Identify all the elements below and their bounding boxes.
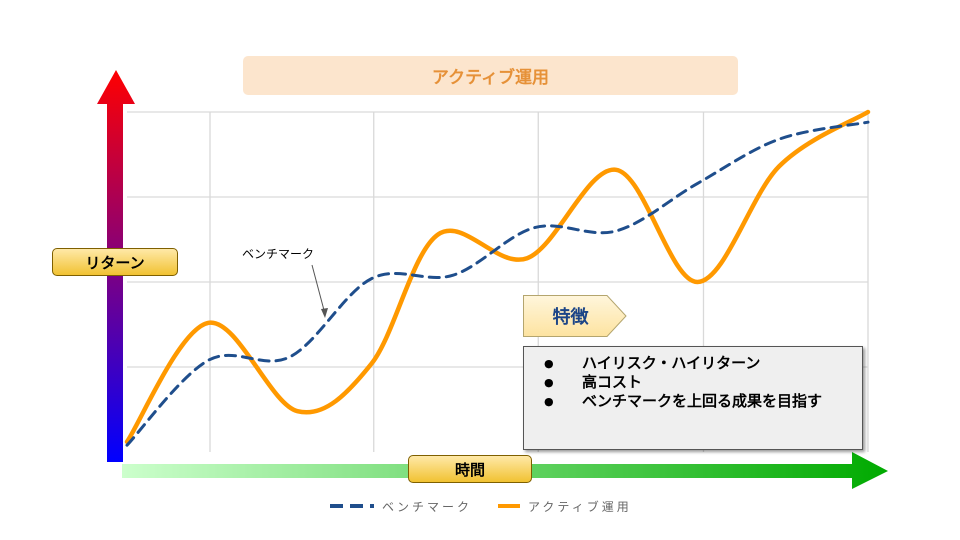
- feature-item: 高コスト: [544, 373, 852, 392]
- feature-item: ハイリスク・ハイリターン: [544, 354, 852, 373]
- time-label: 時間: [408, 455, 532, 483]
- legend-item-benchmark: ベンチマーク: [330, 498, 472, 515]
- benchmark-annotation-pointer: [311, 264, 328, 318]
- benchmark-annotation: ベンチマーク: [242, 247, 315, 261]
- legend-item-active: アクティブ運用: [498, 498, 632, 515]
- chart-title: アクティブ運用: [243, 56, 738, 95]
- legend: ベンチマーク アクティブ運用: [330, 496, 658, 516]
- legend-label: アクティブ運用: [528, 499, 632, 514]
- dashed-line-swatch: [330, 504, 374, 508]
- active-series-line: [124, 109, 871, 445]
- benchmark-series-line: [125, 120, 870, 447]
- feature-heading-shape: [523, 295, 627, 337]
- feature-item: ベンチマークを上回る成果を目指す: [544, 392, 852, 411]
- feature-list-box: ハイリスク・ハイリターン 高コスト ベンチマークを上回る成果を目指す: [523, 346, 863, 450]
- solid-line-swatch: [498, 504, 521, 508]
- return-label: リターン: [52, 248, 178, 276]
- legend-label: ベンチマーク: [382, 499, 473, 514]
- feature-heading: 特徴: [552, 307, 589, 328]
